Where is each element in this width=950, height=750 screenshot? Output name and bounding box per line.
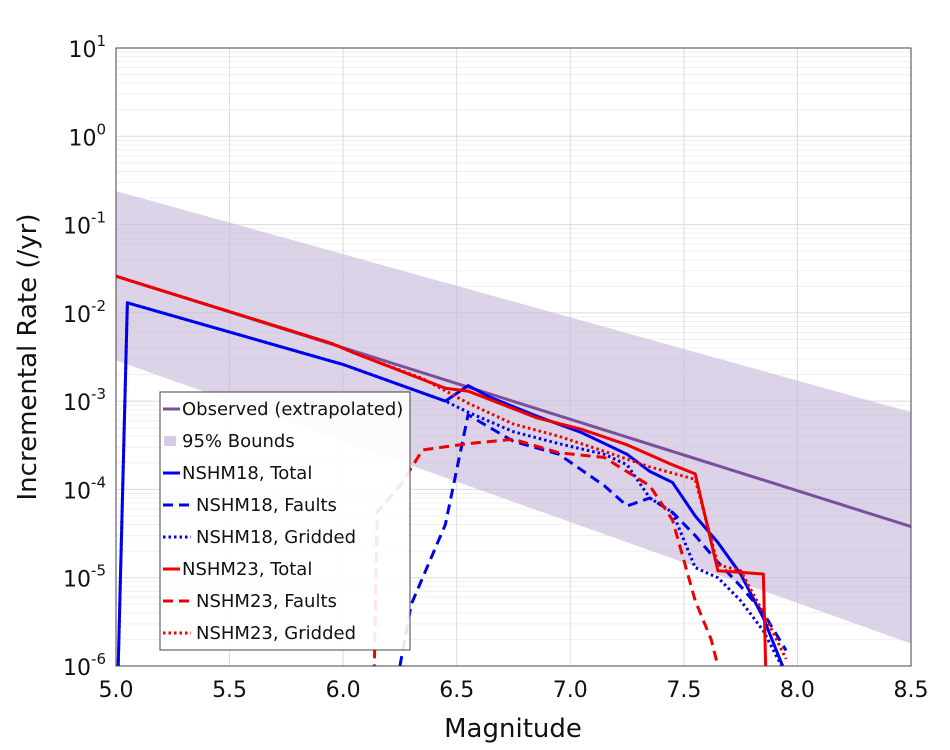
y-axis: 10-6 10-5 10-4 10-3 10-2 10-1 100 101 — [63, 32, 106, 681]
x-axis: 5.0 5.5 6.0 6.5 7.0 7.5 8.0 8.5 — [99, 678, 929, 703]
y-tick-label: 10-5 — [63, 562, 106, 593]
legend-label: NSHM23, Faults — [196, 591, 337, 612]
legend-label: NSHM18, Gridded — [196, 527, 356, 548]
legend-label: NSHM18, Total — [182, 463, 312, 484]
x-tick-label: 5.5 — [212, 678, 247, 703]
legend-label: NSHM23, Total — [182, 559, 312, 580]
series-line-nshm18-total — [116, 301, 785, 666]
series-line-nshm23-faults — [372, 437, 720, 666]
legend-label: NSHM18, Faults — [196, 495, 337, 516]
x-tick-label: 7.0 — [553, 678, 588, 703]
legend-box — [159, 391, 411, 651]
plot-frame — [115, 47, 912, 667]
legend-label: 95% Bounds — [182, 431, 295, 452]
series-line-nshm18-gridded — [116, 301, 784, 666]
legend-label: Observed (extrapolated) — [182, 399, 403, 420]
x-tick-label: 6.0 — [326, 678, 361, 703]
legend: Observed (extrapolated) 95% Bounds NSHM18,… — [159, 391, 411, 651]
y-tick-label: 10-1 — [63, 209, 106, 240]
x-tick-label: 8.5 — [894, 678, 929, 703]
y-tick-label: 100 — [68, 120, 106, 151]
x-tick-label: 7.5 — [666, 678, 701, 703]
series-line-nshm23-total — [116, 274, 768, 666]
x-tick-label: 6.5 — [439, 678, 474, 703]
legend-swatch — [164, 436, 176, 446]
bounds-layer — [116, 191, 911, 644]
x-axis-title: Magnitude — [444, 714, 582, 744]
bounds-band — [116, 191, 911, 644]
y-tick-label: 101 — [68, 32, 106, 63]
y-tick-label: 10-6 — [63, 650, 106, 681]
y-axis-title: Incremental Rate (/yr) — [13, 214, 43, 501]
y-tick-label: 10-2 — [63, 297, 106, 328]
x-tick-label: 8.0 — [780, 678, 815, 703]
y-tick-label: 10-4 — [63, 473, 106, 504]
legend-label: NSHM23, Gridded — [196, 623, 356, 644]
y-tick-label: 10-3 — [63, 385, 106, 416]
series-layer — [116, 274, 911, 666]
series-line-nshm23-gridded — [116, 274, 788, 660]
x-tick-label: 5.0 — [99, 678, 134, 703]
